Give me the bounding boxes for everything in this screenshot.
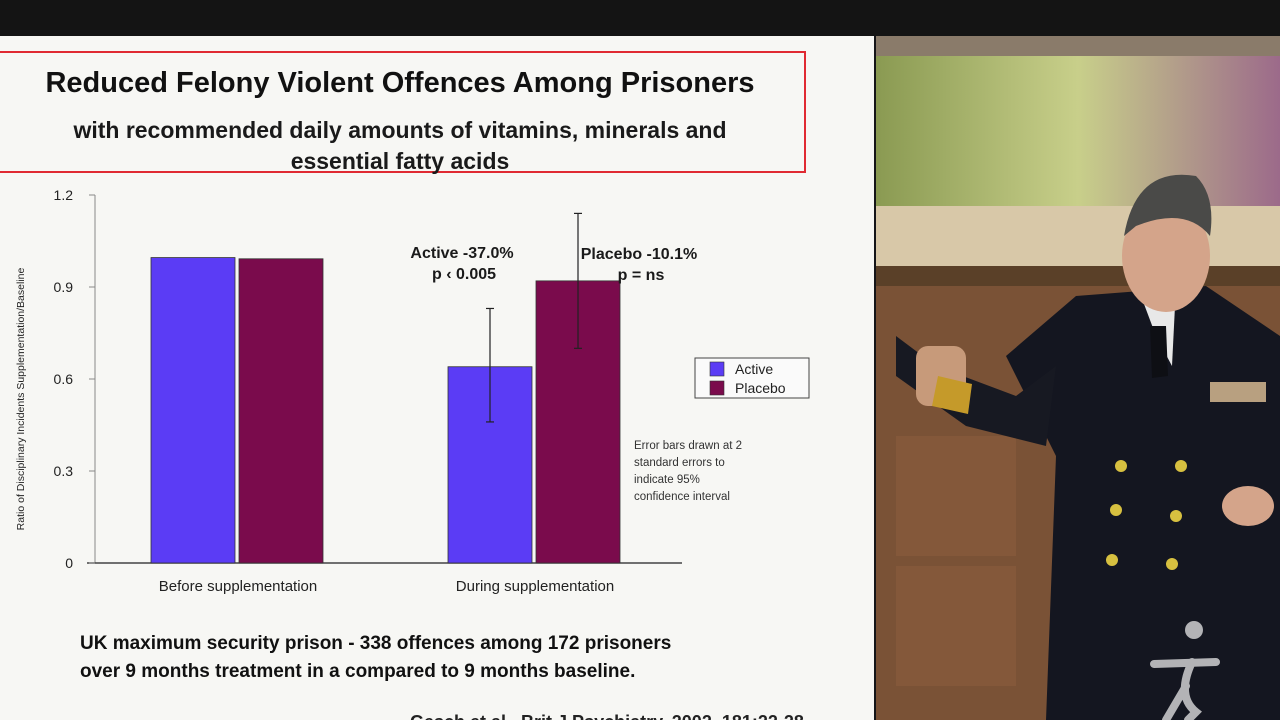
slide-footnote: UK maximum security prison - 338 offence… bbox=[80, 630, 671, 686]
legend-label-placebo: Placebo bbox=[735, 380, 786, 396]
y-tick-label: 0.3 bbox=[54, 463, 74, 479]
screen-top-bezel bbox=[0, 0, 1280, 36]
annotation-active-p: p ‹ 0.005 bbox=[432, 266, 496, 283]
error-bar-note-line: Error bars drawn at 2 bbox=[634, 440, 742, 452]
y-tick-label: 1.2 bbox=[54, 187, 74, 203]
y-tick-label: 0.6 bbox=[54, 371, 74, 387]
legend-label-active: Active bbox=[735, 361, 773, 377]
footnote-line-1: UK maximum security prison - 338 offence… bbox=[80, 633, 672, 654]
error-bar-note-line: confidence interval bbox=[634, 491, 730, 503]
y-axis-label: Ratio of Disciplinary Incidents Suppleme… bbox=[15, 268, 27, 531]
speaker-video-image bbox=[876, 36, 1280, 720]
x-tick-label: During supplementation bbox=[456, 578, 614, 595]
y-tick-label: 0 bbox=[65, 555, 73, 571]
person-figure-icon bbox=[1150, 621, 1220, 720]
bar-chart: 0 0.3 0.6 0.9 1.2 Ratio of Disciplinary Incid… bbox=[15, 187, 810, 595]
slide-title: Reduced Felony Violent Offences Among Pr… bbox=[45, 67, 755, 99]
y-tick-label: 0.9 bbox=[54, 279, 74, 295]
bar-placebo-before bbox=[238, 258, 324, 564]
slide-subtitle: with recommended daily amounts of vitami… bbox=[73, 117, 727, 174]
citation-partial: Gesch et al., Brit J Psychiatry, 2002, 1… bbox=[410, 712, 804, 720]
presentation-slide: Reduced Felony Violent Offences Among Pr… bbox=[0, 36, 874, 720]
title-box: Reduced Felony Violent Offences Among Pr… bbox=[0, 51, 806, 174]
annotation-placebo-p: p = ns bbox=[618, 267, 665, 284]
speaker-video-feed bbox=[876, 36, 1280, 720]
annotation-active-change: Active -37.0% bbox=[410, 245, 513, 262]
error-bar-note-line: standard errors to bbox=[634, 457, 725, 469]
bar-active-before bbox=[150, 257, 236, 564]
x-tick-label: Before supplementation bbox=[159, 578, 317, 595]
annotation-placebo-change: Placebo -10.1% bbox=[581, 246, 698, 263]
legend-swatch-active bbox=[709, 361, 725, 377]
footnote-line-2: over 9 months treatment in a compared to… bbox=[80, 661, 636, 682]
legend-swatch-placebo bbox=[709, 380, 725, 396]
error-bar-note-line: indicate 95% bbox=[634, 474, 700, 486]
